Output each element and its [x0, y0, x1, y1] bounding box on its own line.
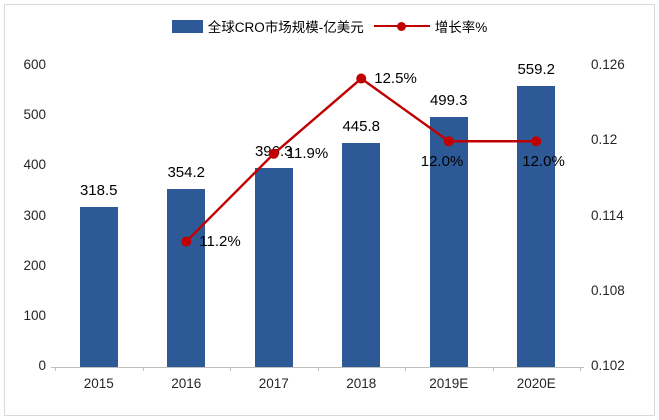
bar-2016 [167, 189, 206, 367]
bar-2018 [342, 143, 381, 367]
bar-2017 [254, 168, 293, 367]
growth-line [185, 77, 537, 243]
left-axis-tick: 200 [23, 257, 46, 273]
left-axis-tick: 300 [23, 207, 46, 223]
growth-point-2020E [531, 136, 542, 147]
growth-point-2017 [268, 148, 279, 159]
bar-value-label: 559.2 [517, 61, 556, 79]
x-axis-tickmark [55, 367, 56, 371]
left-axis-tick: 400 [23, 157, 46, 173]
left-axis-tick: 600 [23, 57, 46, 72]
bar-series-swatch-icon [171, 19, 203, 33]
bar-2020E [517, 86, 556, 367]
line-series-swatch-icon [373, 21, 430, 31]
left-axis-tick: 500 [23, 107, 46, 123]
x-axis-label: 2019E [429, 376, 469, 391]
bar-2019E [429, 116, 468, 367]
bar-value-label: 499.3 [429, 91, 468, 109]
bar-value-label: 354.2 [167, 164, 206, 182]
x-axis-label: 2015 [83, 376, 114, 391]
bar-2015 [79, 207, 118, 367]
legend-item-growth-rate: 增长率% [373, 16, 488, 36]
line-value-label: 12.0% [522, 153, 565, 171]
bar-series-label: 全球CRO市场规模-亿美元 [207, 20, 364, 35]
x-axis-label: 2017 [258, 376, 289, 391]
x-axis-tickmark [405, 367, 406, 371]
x-axis-label: 2018 [346, 376, 377, 391]
growth-line-svg [181, 73, 542, 247]
left-axis-tick: 0 [38, 358, 46, 373]
x-axis-tickmark [580, 367, 581, 371]
line-value-label: 12.5% [374, 69, 417, 87]
line-value-label: 12.0% [420, 153, 464, 171]
legend: 全球CRO市场规模-亿美元 增长率% [0, 16, 659, 36]
growth-point-2019E [443, 136, 454, 147]
x-axis-tickmark [142, 367, 144, 371]
line-value-label: 11.2% [199, 232, 241, 250]
line-series-label: 增长率% [434, 20, 488, 35]
growth-point-2016 [181, 236, 192, 247]
line-value-label: 11.9% [286, 144, 329, 162]
right-axis-tick: 0.126 [591, 57, 625, 72]
right-axis-tick: 0.12 [591, 132, 618, 148]
right-axis-tick: 0.114 [591, 207, 624, 223]
growth-point-2018 [356, 73, 367, 84]
left-axis-tick: 100 [23, 307, 46, 323]
line-swatch-marker-icon [396, 21, 406, 31]
x-axis-label: 2020E [516, 376, 556, 391]
right-axis-tick: 0.108 [591, 282, 625, 298]
legend-item-market-size: 全球CRO市场规模-亿美元 [171, 16, 364, 36]
right-axis-tick: 0.102 [591, 358, 625, 373]
x-axis-tickmark [317, 367, 319, 371]
chart-border [4, 4, 655, 416]
bar-value-label: 445.8 [342, 118, 381, 136]
x-axis-tickmark [492, 367, 494, 371]
x-axis-tickmark [230, 367, 231, 371]
bar-value-label: 318.5 [79, 182, 118, 200]
x-axis-label: 2016 [171, 376, 202, 391]
